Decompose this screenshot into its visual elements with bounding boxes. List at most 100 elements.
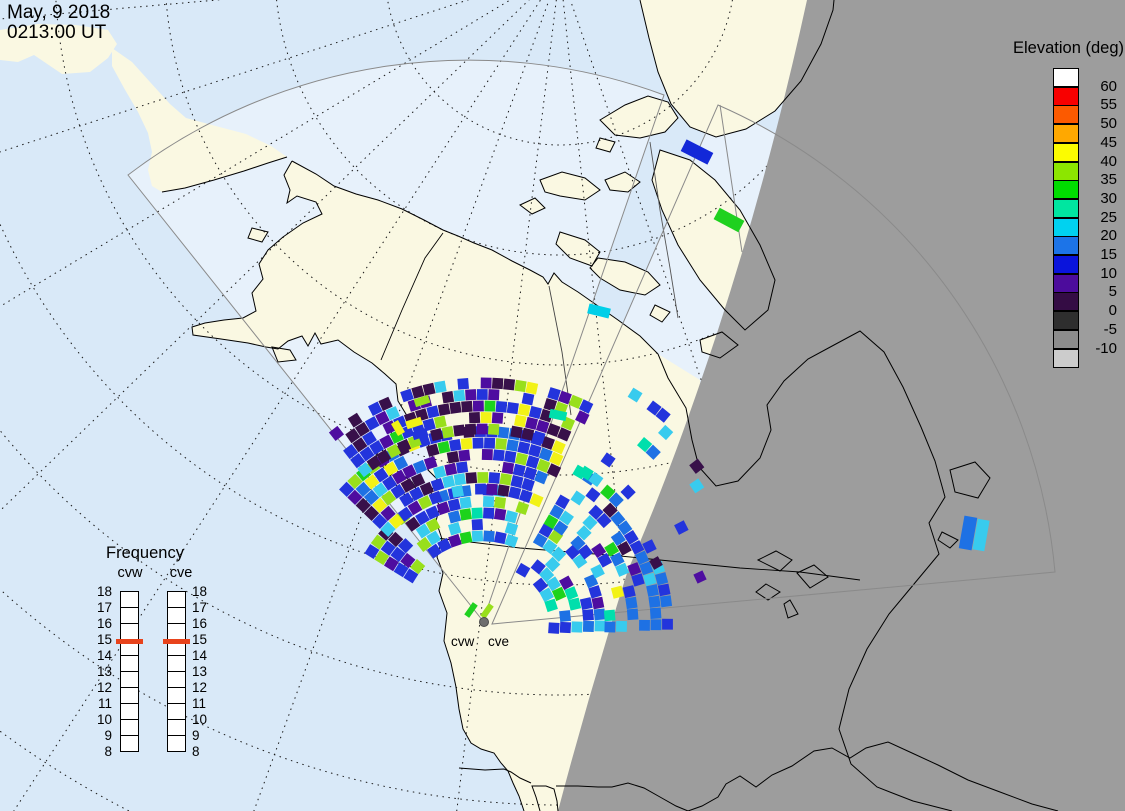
backscatter-cell <box>471 530 484 542</box>
backscatter-cell <box>464 602 478 618</box>
backscatter-cell <box>578 465 594 481</box>
backscatter-cell <box>488 472 501 484</box>
backscatter-cell <box>546 576 562 592</box>
backscatter-cell <box>410 559 426 575</box>
backscatter-cell <box>426 530 442 546</box>
backscatter-cell <box>417 495 433 510</box>
backscatter-cell <box>646 400 662 416</box>
backscatter-cell <box>436 501 451 516</box>
backscatter-cell <box>602 502 618 518</box>
backscatter-cell <box>538 447 553 462</box>
backscatter-cell <box>370 534 386 550</box>
backscatter-cell <box>521 427 535 441</box>
backscatter-cell <box>380 521 396 537</box>
frequency-scale-cell <box>167 719 186 736</box>
frequency-tick-label: 13 <box>192 664 208 679</box>
backscatter-cell <box>514 414 527 428</box>
backscatter-cell <box>568 597 582 611</box>
backscatter-cell <box>383 556 399 572</box>
frequency-panel: Frequency cvw cve 18 18 17 17 16 16 15 15 14 14 13 13… <box>88 544 228 784</box>
backscatter-cell <box>405 416 423 430</box>
backscatter-cell <box>510 425 523 439</box>
colorbar-label: 60 <box>1100 77 1117 95</box>
backscatter-cell <box>553 520 569 536</box>
backscatter-cell <box>397 538 414 554</box>
backscatter-cell <box>400 478 416 493</box>
backscatter-cell <box>343 443 359 460</box>
backscatter-cell <box>437 440 451 454</box>
backscatter-cell <box>637 437 653 453</box>
backscatter-cell <box>532 577 548 593</box>
frequency-tick-label: 17 <box>192 600 208 615</box>
backscatter-cell <box>585 487 601 503</box>
backscatter-cell <box>354 421 370 437</box>
backscatter-cell <box>453 424 466 437</box>
backscatter-cell <box>577 544 593 560</box>
frequency-scale-cell <box>120 655 139 672</box>
backscatter-cell <box>441 391 455 404</box>
backscatter-cell <box>460 437 473 450</box>
backscatter-cell <box>534 470 549 485</box>
backscatter-cell <box>539 587 554 603</box>
backscatter-cell <box>551 440 566 455</box>
backscatter-cell <box>491 412 504 424</box>
backscatter-cell <box>419 481 434 497</box>
backscatter-cell <box>570 490 586 506</box>
backscatter-cell <box>433 415 447 429</box>
frequency-scale-cell <box>120 591 139 608</box>
frequency-tick-label: 8 <box>104 744 112 759</box>
backscatter-cell <box>367 401 383 417</box>
backscatter-cell <box>497 484 510 497</box>
radar-label-cvw: cvw <box>451 634 475 649</box>
colorbar-cell <box>1053 105 1079 125</box>
frequency-tick-label: 10 <box>192 712 208 727</box>
backscatter-cell <box>648 595 661 608</box>
frequency-scale-cell <box>120 719 139 736</box>
backscatter-cell <box>464 423 477 436</box>
backscatter-cell <box>508 486 522 500</box>
backscatter-cell <box>518 489 533 503</box>
backscatter-cell <box>610 552 625 567</box>
backscatter-cell <box>374 550 390 566</box>
backscatter-cell <box>484 400 496 412</box>
backscatter-cell <box>617 540 632 556</box>
backscatter-cell <box>532 533 548 548</box>
backscatter-cell <box>487 423 500 435</box>
backscatter-cell <box>503 450 517 463</box>
backscatter-cell <box>434 380 447 394</box>
backscatter-cell <box>582 609 594 621</box>
backscatter-cell <box>559 575 574 591</box>
colorbar-cell <box>1053 329 1079 349</box>
backscatter-cell <box>426 443 440 457</box>
backscatter-cell <box>594 620 606 632</box>
backscatter-cell <box>386 443 402 459</box>
backscatter-cell <box>596 512 612 529</box>
timestamp-time: 0213:00 UT <box>7 22 107 43</box>
backscatter-cell <box>639 619 650 631</box>
backscatter-cell <box>514 379 527 393</box>
backscatter-cell <box>430 478 445 492</box>
backscatter-cell <box>472 437 484 449</box>
frequency-tick-label: 16 <box>96 616 112 631</box>
colorbar-cell <box>1053 273 1079 293</box>
backscatter-cell <box>493 496 507 509</box>
backscatter-cell <box>402 464 417 479</box>
colorbar-cell <box>1053 348 1079 368</box>
backscatter-cell <box>604 621 616 633</box>
backscatter-cell <box>476 389 488 400</box>
backscatter-cell <box>441 425 455 439</box>
backscatter-cell <box>481 449 493 461</box>
backscatter-cell <box>459 531 473 545</box>
backscatter-cell <box>471 518 484 531</box>
backscatter-cell <box>657 583 671 597</box>
backscatter-cell <box>376 449 392 465</box>
backscatter-cell <box>654 572 669 586</box>
backscatter-cell <box>447 498 461 512</box>
frequency-tick-label: 12 <box>192 680 208 695</box>
backscatter-cell <box>405 516 421 532</box>
backscatter-cell <box>588 471 604 487</box>
backscatter-cell <box>504 522 519 536</box>
backscatter-cell <box>615 620 627 632</box>
backscatter-cell <box>364 544 380 560</box>
backscatter-cell <box>604 541 620 557</box>
